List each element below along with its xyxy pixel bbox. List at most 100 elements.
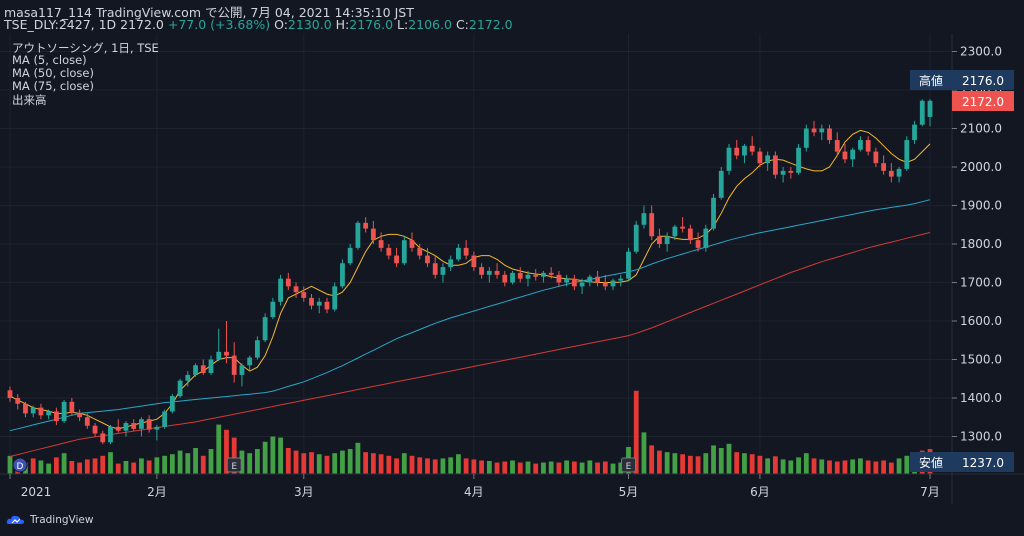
candle-body bbox=[602, 282, 608, 287]
volume-bar bbox=[548, 461, 554, 474]
volume-bar bbox=[525, 461, 531, 474]
volume-bar bbox=[123, 461, 129, 474]
volume-bar bbox=[788, 460, 794, 474]
candle-body bbox=[409, 240, 415, 248]
y-tick-label: 2300.0 bbox=[960, 45, 1002, 59]
ma5-legend[interactable]: MA (5, close) bbox=[12, 53, 87, 67]
candle-body bbox=[904, 140, 910, 169]
x-tick-label: 2021 bbox=[21, 485, 52, 499]
volume-bar bbox=[115, 463, 121, 474]
candle-body bbox=[695, 240, 701, 248]
y-tick-label: 2100.0 bbox=[960, 122, 1002, 136]
volume-bar bbox=[7, 455, 13, 474]
volume-bar bbox=[850, 459, 856, 474]
volume-bar bbox=[216, 424, 222, 474]
volume-bar bbox=[285, 448, 291, 474]
volume-bar bbox=[486, 461, 492, 474]
volume-bar bbox=[695, 456, 701, 474]
candle-body bbox=[525, 274, 531, 279]
y-tick-label: 1500.0 bbox=[960, 353, 1002, 367]
candle-body bbox=[270, 301, 276, 318]
candlesticks bbox=[7, 99, 933, 445]
close-value: 2172.0 bbox=[468, 17, 513, 32]
volume-bar bbox=[672, 453, 678, 474]
candle-body bbox=[510, 272, 515, 283]
candle-body bbox=[687, 228, 693, 241]
candle-body bbox=[494, 270, 500, 275]
volume-bar bbox=[355, 442, 361, 474]
volume-legend[interactable]: 出来高 bbox=[12, 93, 47, 107]
volume-bar bbox=[819, 459, 825, 474]
dividend-marker-label: D bbox=[17, 462, 24, 472]
volume-bar bbox=[873, 461, 879, 474]
volume-bar bbox=[208, 449, 214, 474]
candle-body bbox=[873, 151, 879, 164]
ma50-line bbox=[9, 199, 931, 432]
candle-body bbox=[711, 197, 716, 229]
candle-body bbox=[881, 163, 887, 171]
candle-body bbox=[200, 365, 206, 373]
candle-body bbox=[53, 411, 59, 422]
candle-body bbox=[649, 213, 655, 237]
volume-bar bbox=[803, 453, 809, 474]
volume-bar bbox=[510, 460, 515, 474]
volume-bar bbox=[301, 453, 307, 474]
y-tick-label: 1900.0 bbox=[960, 199, 1002, 213]
series-title[interactable]: アウトソーシング, 1日, TSE bbox=[12, 41, 159, 55]
volume-bar bbox=[38, 460, 44, 474]
volume-bar bbox=[657, 450, 662, 474]
candle-body bbox=[224, 351, 229, 356]
price-chart[interactable]: DEE 2300.02200.02100.02000.01900.01800.0… bbox=[0, 34, 1024, 504]
high-label: H: bbox=[335, 17, 350, 32]
chart-area[interactable]: DEE 2300.02200.02100.02000.01900.01800.0… bbox=[0, 34, 1024, 504]
volume-bar bbox=[69, 461, 75, 474]
volume-bar bbox=[765, 458, 771, 474]
footer: TradingView bbox=[0, 504, 1024, 536]
candle-body bbox=[100, 433, 106, 443]
volume-bar bbox=[904, 455, 910, 474]
volume-bar bbox=[386, 455, 392, 474]
candle-body bbox=[827, 128, 832, 141]
x-tick-label: 4月 bbox=[464, 485, 484, 499]
candle-body bbox=[502, 274, 508, 283]
volume-bar bbox=[479, 460, 484, 474]
brand-label: TradingView bbox=[30, 514, 94, 526]
candle-body bbox=[84, 417, 90, 426]
tradingview-logo[interactable]: TradingView bbox=[6, 514, 93, 526]
volume-bar bbox=[811, 458, 817, 474]
volume-bar bbox=[417, 457, 423, 474]
volume-bar bbox=[224, 429, 229, 474]
ma75-legend[interactable]: MA (75, close) bbox=[12, 79, 94, 93]
volume-bar bbox=[595, 462, 600, 474]
candle-body bbox=[571, 278, 577, 287]
time-axis[interactable]: 2021 2月 3月 4月 5月 6月 7月 bbox=[9, 474, 940, 499]
volume-bar bbox=[401, 453, 407, 474]
volume-bar bbox=[162, 455, 168, 474]
candle-body bbox=[30, 407, 36, 414]
volume-bar bbox=[30, 458, 36, 474]
change-value: +77.0 (+3.68%) bbox=[167, 17, 271, 32]
candle-body bbox=[463, 247, 469, 256]
volume-bar bbox=[154, 457, 160, 474]
volume-bar bbox=[633, 390, 639, 474]
volume-bar bbox=[533, 463, 539, 474]
candle-body bbox=[46, 411, 52, 416]
x-tick-label: 3月 bbox=[294, 485, 314, 499]
candle-body bbox=[703, 228, 709, 248]
candle-body bbox=[564, 278, 570, 283]
candle-body bbox=[757, 151, 763, 164]
x-tick-label: 2月 bbox=[147, 485, 167, 499]
volume-bar bbox=[827, 460, 832, 474]
volume-bar bbox=[742, 453, 747, 474]
volume-bar bbox=[347, 449, 353, 474]
low-tag-label: 安値 bbox=[919, 455, 943, 470]
candle-body bbox=[247, 357, 253, 366]
dividend-icon bbox=[12, 457, 28, 473]
volume-bar bbox=[888, 462, 894, 474]
ma50-legend[interactable]: MA (50, close) bbox=[12, 66, 94, 80]
ohlc-line: TSE_DLY:2427, 1D 2172.0 +77.0 (+3.68%) O… bbox=[4, 17, 513, 32]
candle-body bbox=[15, 398, 21, 404]
candle-body bbox=[618, 278, 624, 281]
volume-bar bbox=[772, 456, 778, 474]
